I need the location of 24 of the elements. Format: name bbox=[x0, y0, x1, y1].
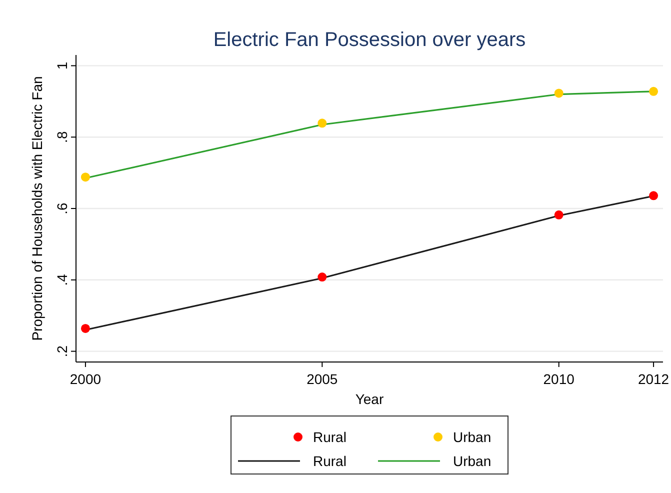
legend-label: Rural bbox=[313, 429, 346, 445]
point bbox=[649, 191, 658, 200]
legend-label: Rural bbox=[313, 453, 346, 469]
y-tick-label: .8 bbox=[54, 131, 70, 143]
point bbox=[554, 88, 564, 98]
point bbox=[554, 210, 564, 220]
point bbox=[80, 172, 90, 182]
y-tick-label: .6 bbox=[54, 202, 70, 214]
x-tick-label: 2010 bbox=[543, 371, 575, 387]
point bbox=[318, 272, 327, 282]
y-tick-label: .4 bbox=[54, 274, 70, 286]
y-tick-label: 1 bbox=[54, 62, 70, 70]
x-tick-label: 2012 bbox=[638, 371, 670, 387]
x-axis-title: Year bbox=[355, 391, 384, 407]
point bbox=[80, 324, 90, 333]
y-axis-title: Proportion of Households with Electric Fan bbox=[29, 76, 45, 341]
legend-label: Urban bbox=[453, 453, 492, 469]
y-tick-label: .2 bbox=[54, 345, 70, 358]
legend-label: Urban bbox=[453, 429, 492, 445]
chart-title: Electric Fan Possession over years bbox=[213, 29, 526, 51]
point bbox=[318, 118, 327, 128]
point bbox=[649, 86, 658, 96]
x-tick-label: 2000 bbox=[70, 371, 102, 387]
x-tick-label: 2005 bbox=[306, 371, 338, 387]
